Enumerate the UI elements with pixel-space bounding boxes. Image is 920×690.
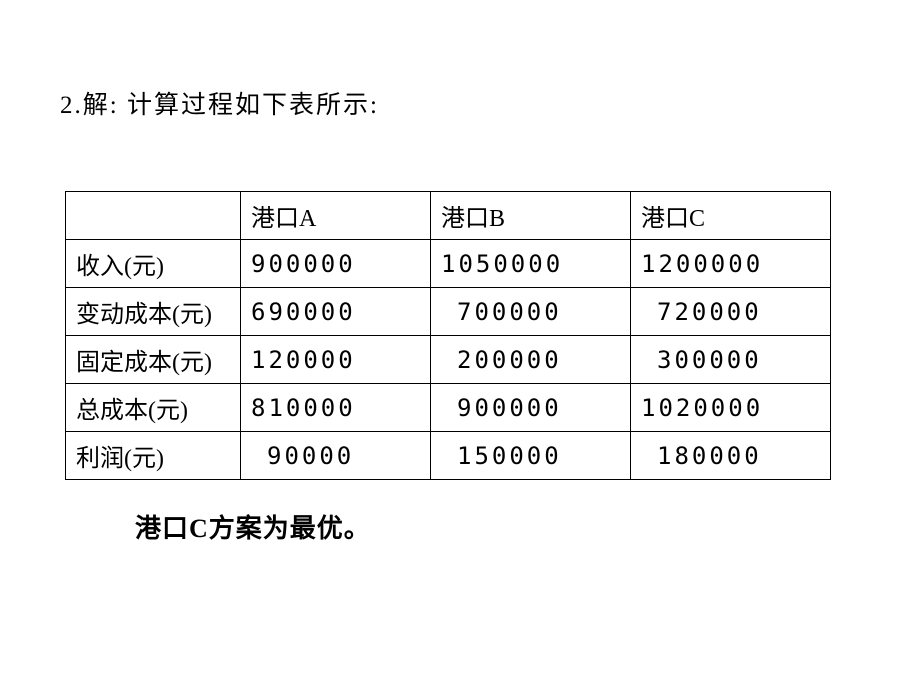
row-label-varcost: 变动成本(元) xyxy=(66,288,241,336)
header-port-b: 港口B xyxy=(431,192,631,240)
row-label-totalcost: 总成本(元) xyxy=(66,384,241,432)
header-port-c: 港口C xyxy=(631,192,831,240)
table-row: 总成本(元) 810000 900000 1020000 xyxy=(66,384,831,432)
header-blank xyxy=(66,192,241,240)
table-header-row: 港口A 港口B 港口C xyxy=(66,192,831,240)
table-row: 固定成本(元) 120000 200000 300000 xyxy=(66,336,831,384)
cell-income-b: 1050000 xyxy=(431,240,631,288)
cell-fixcost-a: 120000 xyxy=(241,336,431,384)
problem-intro: 2.解: 计算过程如下表所示: xyxy=(60,85,860,121)
cell-totalcost-a: 810000 xyxy=(241,384,431,432)
cell-fixcost-b: 200000 xyxy=(431,336,631,384)
cell-varcost-a: 690000 xyxy=(241,288,431,336)
cell-varcost-b: 700000 xyxy=(431,288,631,336)
cell-fixcost-c: 300000 xyxy=(631,336,831,384)
row-label-profit: 利润(元) xyxy=(66,432,241,480)
row-label-income: 收入(元) xyxy=(66,240,241,288)
cell-profit-c: 180000 xyxy=(631,432,831,480)
cell-income-c: 1200000 xyxy=(631,240,831,288)
row-label-fixcost: 固定成本(元) xyxy=(66,336,241,384)
table-row: 收入(元) 900000 1050000 1200000 xyxy=(66,240,831,288)
table-row: 变动成本(元) 690000 700000 720000 xyxy=(66,288,831,336)
cell-totalcost-c: 1020000 xyxy=(631,384,831,432)
calculation-table: 港口A 港口B 港口C 收入(元) 900000 1050000 1200000… xyxy=(65,191,831,480)
cell-profit-a: 90000 xyxy=(241,432,431,480)
cell-totalcost-b: 900000 xyxy=(431,384,631,432)
cell-varcost-c: 720000 xyxy=(631,288,831,336)
cell-profit-b: 150000 xyxy=(431,432,631,480)
conclusion-text: 港口C方案为最优。 xyxy=(135,508,860,545)
header-port-a: 港口A xyxy=(241,192,431,240)
table-row: 利润(元) 90000 150000 180000 xyxy=(66,432,831,480)
cell-income-a: 900000 xyxy=(241,240,431,288)
